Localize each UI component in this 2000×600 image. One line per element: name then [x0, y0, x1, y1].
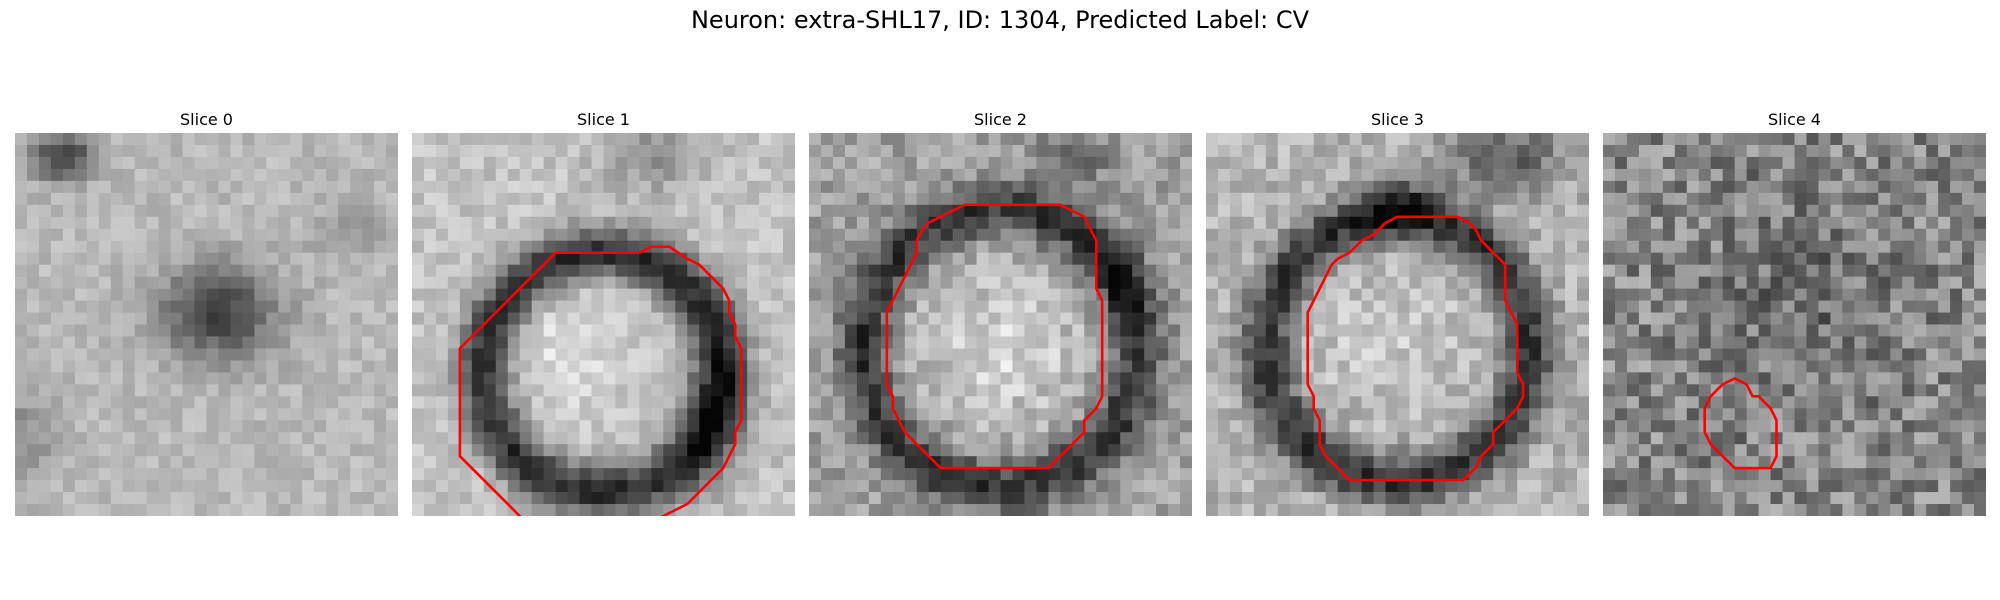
slice-title: Slice 2 [974, 110, 1027, 129]
slice-image [1206, 133, 1589, 516]
figure-title: Neuron: extra-SHL17, ID: 1304, Predicted… [690, 6, 1310, 34]
segmentation-contour [885, 203, 1104, 470]
slice-image [809, 133, 1192, 516]
slice-title: Slice 4 [1768, 110, 1821, 129]
slice-title: Slice 1 [577, 110, 630, 129]
slice-image [412, 133, 795, 516]
slice-title: Slice 3 [1371, 110, 1424, 129]
slice-title: Slice 0 [180, 110, 233, 129]
segmentation-contour [458, 245, 743, 516]
segmentation-contour [1703, 377, 1778, 470]
segmentation-contour [1306, 215, 1525, 482]
slice-image [15, 133, 398, 516]
slice-image [1603, 133, 1986, 516]
